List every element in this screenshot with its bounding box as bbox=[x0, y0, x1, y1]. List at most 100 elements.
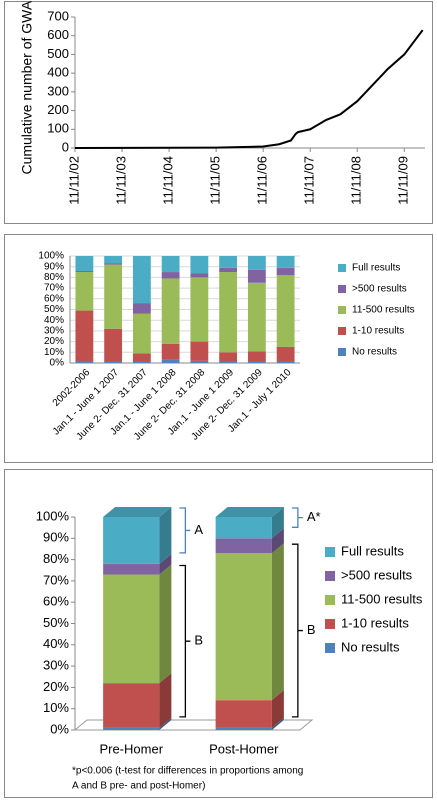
bar-segment bbox=[75, 256, 94, 271]
y-tick-label: 50% bbox=[44, 304, 64, 315]
bar-segment bbox=[104, 263, 123, 265]
legend-label: 1-10 results bbox=[352, 326, 404, 337]
x-tick-label: Pre-Homer bbox=[99, 741, 163, 756]
bar-side-face bbox=[271, 543, 284, 701]
bar-segment bbox=[161, 256, 180, 273]
legend-label: 11-500 results bbox=[352, 305, 415, 316]
bar-segment bbox=[219, 267, 238, 273]
bracket bbox=[291, 543, 303, 718]
x-tick-label: 11/11/07 bbox=[302, 156, 317, 205]
y-tick-label: 30% bbox=[43, 658, 69, 673]
bracket-label: B bbox=[307, 622, 316, 637]
legend-label: Full results bbox=[352, 263, 400, 274]
bar-segment bbox=[219, 256, 238, 268]
legend-swatch bbox=[338, 264, 346, 272]
footnote: *p<0.006 (t-test for differences in prop… bbox=[72, 766, 303, 777]
y-tick-label: 20% bbox=[43, 679, 69, 694]
y-tick-label: 0% bbox=[50, 358, 65, 369]
bar-segment bbox=[190, 277, 209, 342]
x-tick-label: Post-Homer bbox=[209, 741, 279, 756]
bar-side-face bbox=[159, 717, 172, 730]
bar-segment bbox=[219, 361, 238, 363]
bar-side-face bbox=[159, 673, 172, 728]
bar-segment bbox=[276, 256, 295, 268]
bar-segment bbox=[219, 272, 238, 353]
x-tick-label: 11/11/04 bbox=[161, 156, 176, 205]
bar-segment bbox=[190, 341, 209, 361]
bar-segment bbox=[190, 273, 209, 278]
bar-segment bbox=[247, 351, 266, 362]
bracket-label: B bbox=[194, 633, 203, 648]
legend-label: 1-10 results bbox=[341, 615, 409, 630]
bar-segment bbox=[219, 352, 238, 362]
legend-label: >500 results bbox=[352, 284, 407, 295]
y-tick-label: 90% bbox=[44, 261, 64, 272]
bar-segment bbox=[104, 328, 123, 362]
bar-side-face bbox=[271, 690, 284, 728]
bar-segment bbox=[75, 361, 94, 363]
x-tick-label: 11/11/02 bbox=[66, 156, 81, 205]
x-tick-label: 11/11/06 bbox=[255, 156, 270, 205]
y-tick-label: 300 bbox=[47, 83, 69, 98]
y-tick-label: 80% bbox=[43, 551, 69, 566]
bracket-label: A bbox=[194, 522, 203, 537]
y-tick-label: 80% bbox=[44, 272, 64, 283]
y-tick-label: 500 bbox=[47, 46, 69, 61]
bar-segment bbox=[215, 517, 272, 539]
legend-label: No results bbox=[341, 639, 400, 654]
footnote: A and B pre- and post-Homer) bbox=[72, 781, 205, 792]
legend-swatch bbox=[338, 306, 346, 314]
bar-side-face bbox=[271, 507, 284, 539]
bracket bbox=[291, 507, 303, 528]
bar-side-face bbox=[271, 717, 284, 730]
bar-segment bbox=[161, 359, 180, 363]
y-tick-label: 10% bbox=[43, 700, 69, 715]
legend-label: Full results bbox=[341, 543, 404, 558]
legend-swatch bbox=[325, 571, 335, 581]
legend-label: 11-500 results bbox=[341, 591, 423, 606]
bar-segment bbox=[75, 310, 94, 362]
bar-segment bbox=[161, 278, 180, 344]
bar-segment bbox=[161, 343, 180, 360]
bar-segment bbox=[132, 313, 151, 354]
y-tick-label: 60% bbox=[43, 594, 69, 609]
x-tick-label: 11/11/03 bbox=[113, 156, 128, 205]
legend-swatch bbox=[338, 327, 346, 335]
bar-segment bbox=[132, 361, 151, 363]
bar-segment bbox=[104, 361, 123, 363]
bar-segment bbox=[247, 269, 266, 283]
bar-segment bbox=[161, 272, 180, 279]
bar-segment bbox=[132, 256, 151, 304]
x-tick-label: 11/11/08 bbox=[349, 156, 364, 205]
bar-side-face bbox=[159, 507, 172, 564]
y-tick-label: 90% bbox=[43, 530, 69, 545]
y-tick-label: 400 bbox=[47, 65, 69, 80]
legend-swatch bbox=[325, 547, 335, 557]
panel bbox=[4, 1, 433, 224]
y-tick-label: 20% bbox=[44, 336, 64, 347]
bar-segment bbox=[215, 700, 272, 728]
y-tick-label: 70% bbox=[44, 283, 64, 294]
y-tick-label: 100% bbox=[36, 508, 70, 523]
bar-segment bbox=[215, 538, 272, 554]
panel bbox=[4, 469, 433, 798]
bar-segment bbox=[247, 256, 266, 270]
bar-segment bbox=[215, 553, 272, 701]
bar-segment bbox=[190, 360, 209, 363]
y-tick-label: 100% bbox=[38, 251, 64, 262]
y-tick-label: 40% bbox=[43, 636, 69, 651]
bar-top-face bbox=[215, 507, 284, 517]
y-tick-label: 0% bbox=[50, 721, 69, 736]
y-tick-label: 700 bbox=[47, 8, 69, 23]
bar-segment bbox=[215, 727, 272, 730]
bar-segment bbox=[276, 267, 295, 276]
bar-segment bbox=[276, 361, 295, 363]
legend-swatch bbox=[338, 285, 346, 293]
bracket bbox=[179, 507, 191, 554]
legend-swatch bbox=[325, 595, 335, 605]
legend-swatch bbox=[325, 619, 335, 629]
y-tick-label: 60% bbox=[44, 293, 64, 304]
bar-segment bbox=[276, 346, 295, 362]
y-axis-title: Cumulative number of GWAS bbox=[19, 0, 35, 175]
bar-segment bbox=[104, 264, 123, 329]
